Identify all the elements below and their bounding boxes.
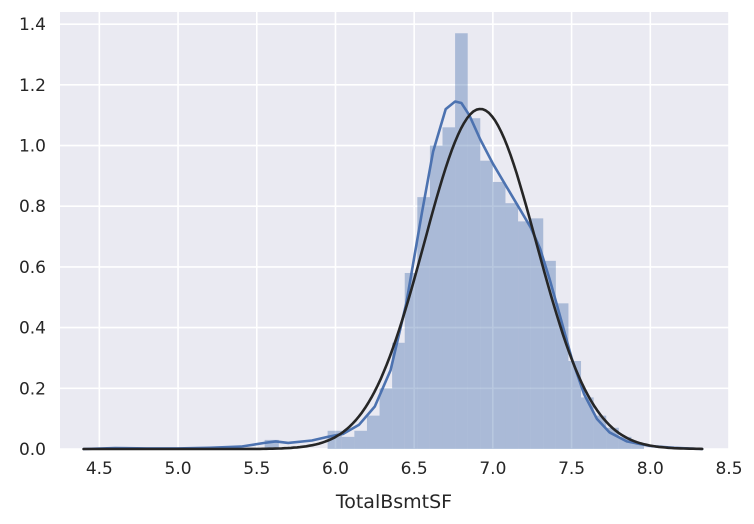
x-tick-label: 6.5 bbox=[401, 459, 428, 479]
x-tick-label: 8.5 bbox=[715, 459, 742, 479]
x-tick-label: 8.0 bbox=[637, 459, 664, 479]
x-tick-label: 5.5 bbox=[243, 459, 270, 479]
y-tick-label: 1.4 bbox=[19, 15, 46, 35]
y-tick-label: 1.2 bbox=[19, 76, 46, 96]
histogram-bar bbox=[354, 430, 367, 449]
x-tick-label: 7.0 bbox=[479, 459, 506, 479]
grid bbox=[60, 12, 730, 450]
histogram-bar bbox=[366, 415, 380, 449]
histogram-bar bbox=[581, 397, 594, 449]
histogram-bar bbox=[530, 218, 544, 449]
histogram-bar bbox=[264, 439, 279, 449]
histogram-bar bbox=[379, 388, 393, 449]
y-tick-label: 0.0 bbox=[19, 440, 46, 460]
histogram-bar bbox=[492, 181, 506, 449]
histogram-bar bbox=[568, 360, 582, 449]
curves bbox=[82, 100, 704, 451]
x-tick-label: 5.0 bbox=[165, 459, 192, 479]
histogram-bar bbox=[392, 342, 405, 449]
y-tick-label: 0.8 bbox=[19, 197, 46, 217]
x-tick-label: 7.5 bbox=[558, 459, 585, 479]
histogram-bar bbox=[543, 260, 556, 449]
histogram-bar bbox=[505, 203, 519, 449]
histogram-bars bbox=[264, 33, 644, 450]
histogram-bar bbox=[480, 160, 493, 449]
y-tick-label: 0.6 bbox=[19, 258, 46, 278]
y-tick-labels: 0.0 0.2 0.4 0.6 0.8 1.0 1.2 1.4 bbox=[19, 15, 46, 460]
histogram-bar bbox=[467, 118, 481, 450]
histogram-bar bbox=[341, 436, 355, 449]
x-axis-label: TotalBsmtSF bbox=[335, 491, 452, 513]
histogram-bar bbox=[455, 33, 468, 450]
normal-fit-curve bbox=[82, 107, 704, 451]
x-tick-label: 6.0 bbox=[322, 459, 349, 479]
y-tick-label: 1.0 bbox=[19, 137, 46, 157]
kde-curve bbox=[82, 100, 704, 451]
y-tick-label: 0.2 bbox=[19, 379, 46, 399]
y-tick-label: 0.4 bbox=[19, 319, 46, 339]
x-tick-labels: 4.5 5.0 5.5 6.0 6.5 7.0 7.5 8.0 8.5 bbox=[86, 459, 743, 479]
histogram-bar bbox=[404, 272, 418, 449]
histogram-bar bbox=[429, 145, 443, 449]
histogram-bar bbox=[518, 221, 531, 449]
histogram-bar bbox=[631, 442, 644, 449]
histogram-bar bbox=[442, 127, 456, 449]
x-tick-label: 4.5 bbox=[86, 459, 113, 479]
